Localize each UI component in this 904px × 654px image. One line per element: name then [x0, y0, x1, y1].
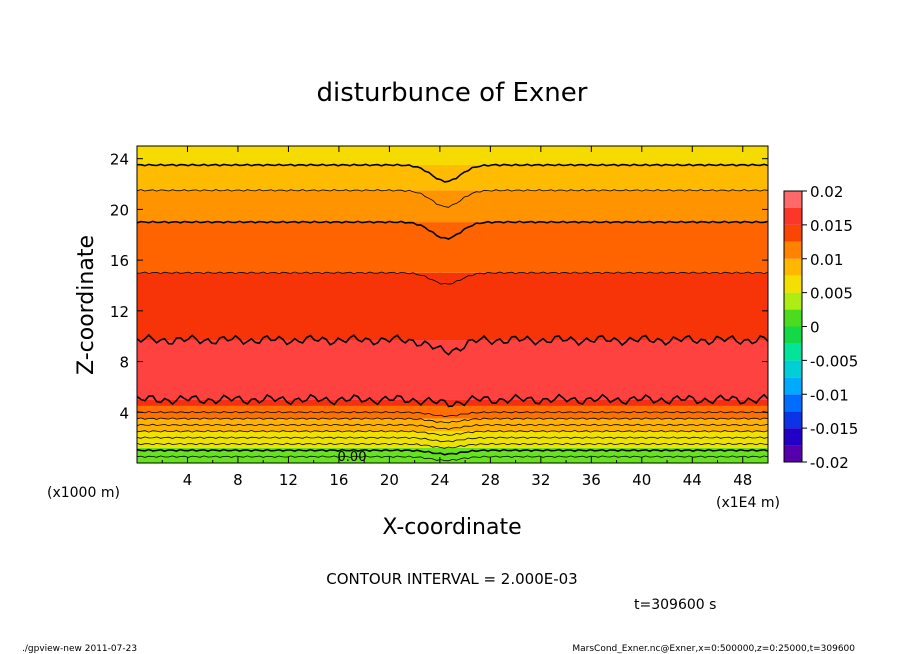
y-axis-label: Z-coordinate	[74, 235, 99, 375]
colorbar-segment	[784, 411, 802, 429]
plot-frame	[136, 145, 769, 464]
colorbar-tick-label: 0.02	[810, 183, 843, 201]
y-tick-label: 16	[110, 252, 129, 270]
heatmap-band	[137, 272, 768, 341]
colorbar-segment	[784, 191, 802, 208]
contour-line	[137, 393, 768, 408]
x-tick-label: 32	[531, 471, 550, 489]
zero-contour-label: 0.00	[338, 450, 367, 465]
heatmap-band	[137, 222, 768, 273]
plot-area	[137, 146, 768, 463]
colorbar-segment	[784, 241, 802, 259]
contour-line	[137, 423, 768, 430]
x-axis-ticks: 4 8 12 16 20 24 28 32 36 40 44 48	[161, 146, 769, 489]
x-unit-left: (x1000 m)	[47, 485, 120, 501]
colorbar-tick-label: 0.015	[810, 217, 853, 235]
chart-title: disturbunce of Exner	[317, 78, 588, 108]
contour-line	[137, 455, 768, 462]
y-tick-label: 4	[119, 404, 129, 422]
colorbar-segment	[784, 428, 802, 446]
colorbar-tick-label: -0.005	[810, 352, 858, 370]
x-tick-label: 44	[683, 471, 702, 489]
heatmap-band	[137, 431, 768, 448]
x-tick-label: 4	[183, 471, 193, 489]
colorbar-tick-label: 0.01	[810, 251, 843, 269]
contour-interval: CONTOUR INTERVAL = 2.000E-03	[326, 570, 577, 588]
colorbar-segment	[784, 360, 802, 378]
x-unit-right: (x1E4 m)	[716, 495, 780, 511]
x-axis-label: X-coordinate	[382, 515, 521, 540]
x-tick-label: 48	[733, 471, 752, 489]
heatmap-band	[137, 146, 768, 166]
footer-left: ./gpview-new 2011-07-23	[22, 644, 137, 654]
contour-line	[137, 430, 768, 436]
colorbar-segment	[784, 275, 802, 293]
heatmap-band	[137, 405, 768, 419]
colorbar-segment	[784, 445, 802, 462]
contour-line	[137, 442, 768, 449]
colorbar-segment	[784, 207, 802, 225]
time-label: t=309600 s	[634, 597, 716, 613]
colorbar-tick-label: -0.01	[810, 386, 849, 404]
contour-line	[137, 411, 768, 418]
contour-line	[137, 417, 768, 424]
heatmap-band	[137, 190, 768, 223]
contour-line	[137, 189, 768, 208]
y-tick-label: 12	[110, 303, 129, 321]
colorbar-segment	[784, 394, 802, 412]
y-tick-label: 24	[110, 151, 129, 169]
colorbar	[784, 191, 802, 462]
y-tick-label: 8	[119, 354, 129, 372]
colorbar-segment	[784, 309, 802, 327]
contour-line	[137, 448, 768, 456]
contour-line	[137, 271, 768, 285]
heatmap-band	[137, 340, 768, 400]
contour-line	[137, 333, 768, 356]
y-tick-label: 20	[110, 201, 129, 219]
y-axis-ticks: 4 8 12 16 20 24	[110, 151, 768, 422]
x-tick-label: 40	[632, 471, 651, 489]
colorbar-segment	[784, 292, 802, 310]
colorbar-ticks: 0.02 0.015 0.01 0.005 0 -0.005 -0.01 -0.015 -0.0…	[802, 183, 858, 472]
footer-right: MarsCond_Exner.nc@Exner,x=0:500000,z=0:2…	[572, 644, 855, 654]
x-tick-label: 24	[430, 471, 449, 489]
heatmap-band	[137, 418, 768, 432]
heatmap-band	[137, 165, 768, 191]
x-tick-label: 36	[582, 471, 601, 489]
colorbar-segment	[784, 326, 802, 344]
heatmap-band	[137, 399, 768, 406]
x-tick-label: 20	[380, 471, 399, 489]
x-tick-label: 28	[481, 471, 500, 489]
contour-lines	[137, 163, 768, 462]
colorbar-segment	[784, 343, 802, 361]
contour-line	[137, 220, 768, 240]
colorbar-tick-label: -0.02	[810, 454, 849, 472]
colorbar-tick-label: 0.005	[810, 285, 853, 303]
colorbar-tick-label: -0.015	[810, 420, 858, 438]
colorbar-tick-label: 0	[810, 319, 820, 337]
x-tick-label: 12	[279, 471, 298, 489]
colorbar-segment	[784, 377, 802, 395]
contour-line	[137, 436, 768, 443]
colorbar-segment	[784, 224, 802, 242]
contour-line	[137, 163, 768, 183]
x-tick-label: 16	[329, 471, 348, 489]
x-tick-label: 8	[233, 471, 243, 489]
colorbar-segment	[784, 258, 802, 276]
